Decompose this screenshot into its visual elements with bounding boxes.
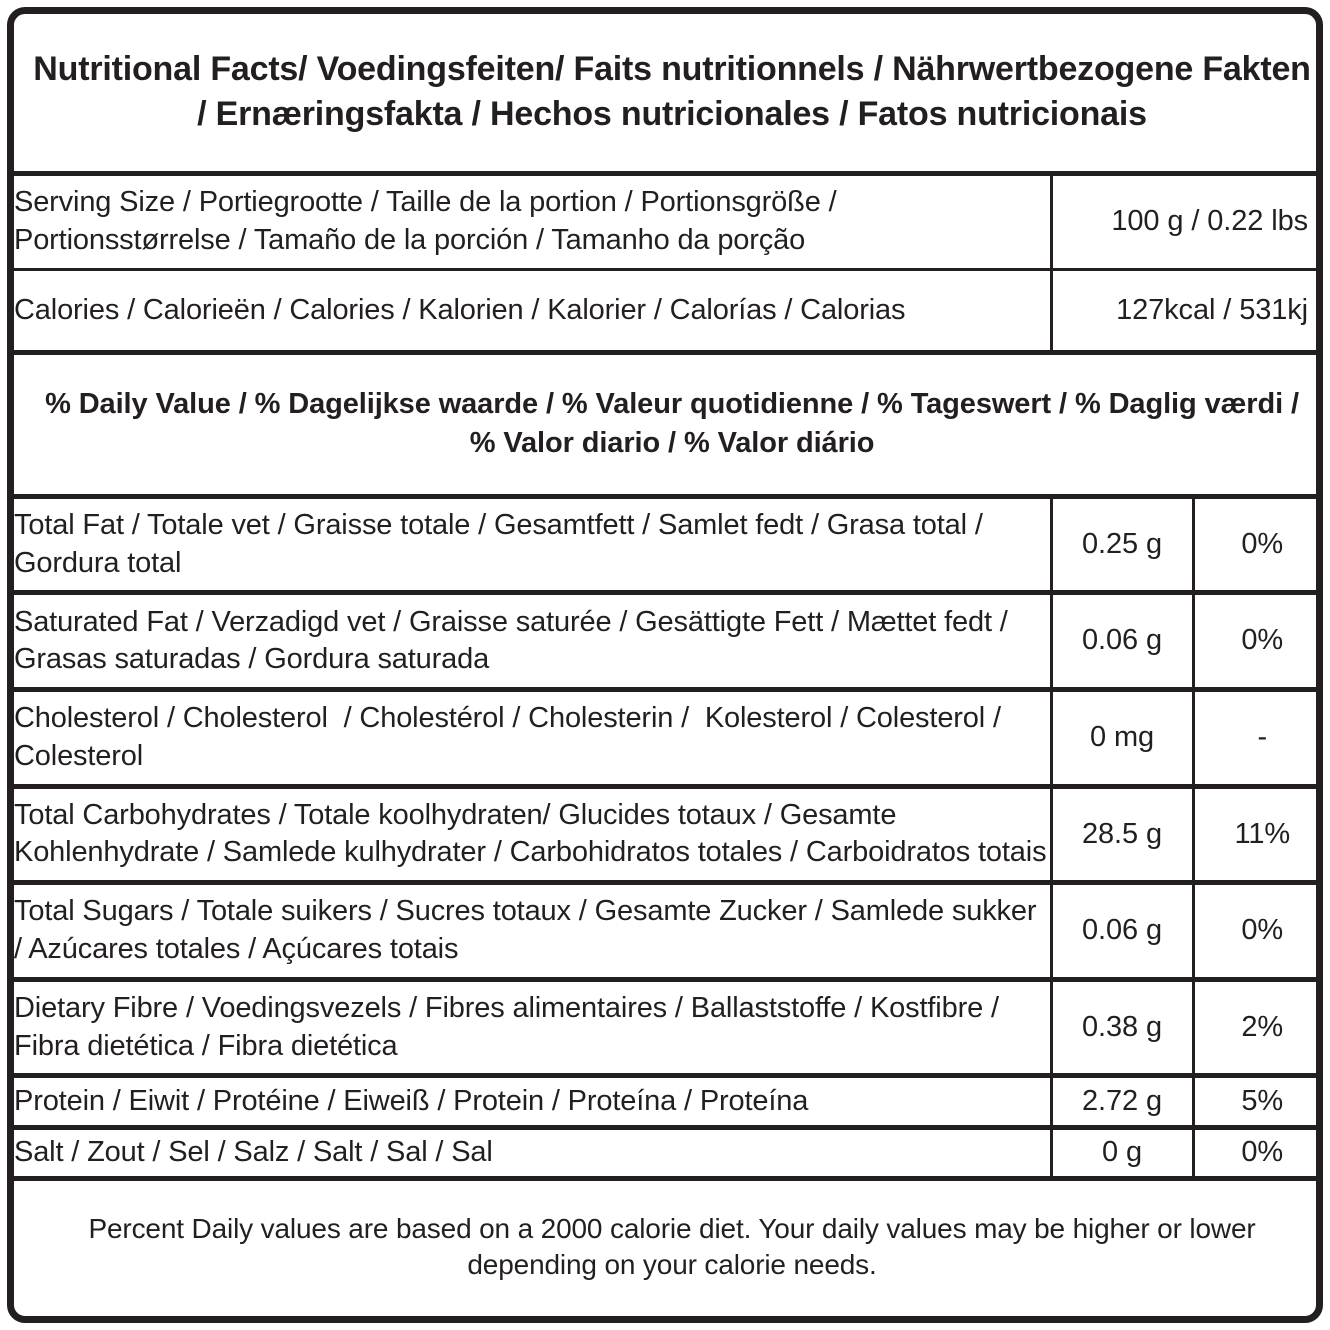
serving-size-label-cell: Serving Size / Portiegrootte / Taille de… — [14, 173, 1051, 271]
nutrient-daily-value: 5% — [1241, 1084, 1284, 1117]
nutrient-name-cell: Dietary Fibre / Voedingsvezels / Fibres … — [14, 979, 1051, 1079]
serving-size-value: 100 g / 0.22 lbs — [1111, 205, 1309, 237]
nutrient-amount: 0.25 g — [1081, 527, 1163, 560]
title-cell: Nutritional Facts/ Voedingsfeiten/ Faits… — [14, 14, 1316, 177]
nutrient-amount-cell: 0 mg — [1049, 689, 1193, 789]
nutrition-facts-table: Nutritional Facts/ Voedingsfeiten/ Faits… — [14, 14, 1316, 1316]
nutrient-amount-cell: 28.5 g — [1049, 786, 1193, 886]
nutrient-amount-cell: 2.72 g — [1049, 1075, 1193, 1130]
footnote-text: Percent Daily values are based on a 2000… — [88, 1212, 1256, 1281]
table-row: Total Carbohydrates / Totale koolhydrate… — [14, 786, 1316, 886]
table-row: Cholesterol / Cholesterol / Cholestérol … — [14, 689, 1316, 789]
label-title: Nutritional Facts/ Voedingsfeiten/ Faits… — [33, 50, 1311, 133]
nutrient-daily-value: 0% — [1241, 527, 1284, 560]
nutrient-amount: 2.72 g — [1081, 1084, 1163, 1117]
nutrient-name-cell: Total Carbohydrates / Totale koolhydrate… — [14, 786, 1051, 886]
nutrient-name: Total Fat / Totale vet / Graisse totale … — [14, 508, 991, 579]
daily-value-header-cell: % Daily Value / % Dagelijkse waarde / % … — [14, 352, 1316, 499]
nutrient-daily-value: 2% — [1241, 1010, 1284, 1043]
nutrient-name: Dietary Fibre / Voedingsvezels / Fibres … — [14, 991, 1007, 1062]
nutrient-daily-value-cell: 0% — [1191, 882, 1316, 982]
nutrient-amount: 0 g — [1101, 1135, 1142, 1168]
nutrient-amount-cell: 0.25 g — [1049, 496, 1193, 596]
nutrient-name: Salt / Zout / Sel / Salz / Salt / Sal / … — [14, 1135, 493, 1168]
nutrient-name-cell: Total Fat / Totale vet / Graisse totale … — [14, 496, 1051, 596]
table-row: Total Fat / Totale vet / Graisse totale … — [14, 496, 1316, 596]
nutrient-name: Protein / Eiwit / Protéine / Eiweiß / Pr… — [14, 1084, 809, 1117]
nutrient-name: Saturated Fat / Verzadigd vet / Graisse … — [14, 605, 1016, 676]
nutrient-name: Cholesterol / Cholesterol / Cholestérol … — [14, 702, 1009, 772]
nutrient-amount-cell: 0.06 g — [1049, 592, 1193, 693]
calories-label-cell: Calories / Calorieën / Calories / Kalori… — [14, 269, 1051, 356]
nutrient-name-cell: Protein / Eiwit / Protéine / Eiweiß / Pr… — [14, 1075, 1051, 1130]
table-row: Saturated Fat / Verzadigd vet / Graisse … — [14, 592, 1316, 693]
daily-value-header-row: % Daily Value / % Dagelijkse waarde / % … — [14, 352, 1316, 499]
nutrient-daily-value-cell: 5% — [1191, 1075, 1316, 1130]
nutrient-daily-value-cell: 0% — [1191, 496, 1316, 596]
serving-size-row: Serving Size / Portiegrootte / Taille de… — [14, 173, 1316, 271]
table-row: Salt / Zout / Sel / Salz / Salt / Sal / … — [14, 1127, 1316, 1181]
nutrient-amount: 0.06 g — [1081, 624, 1163, 657]
nutrient-daily-value-cell: 0% — [1191, 592, 1316, 693]
nutrient-name-cell: Salt / Zout / Sel / Salz / Salt / Sal / … — [14, 1127, 1051, 1181]
calories-label: Calories / Calorieën / Calories / Kalori… — [14, 293, 906, 326]
calories-value-cell: 127kcal / 531kj — [1049, 269, 1316, 356]
nutrient-amount-cell: 0.38 g — [1049, 979, 1193, 1079]
table-row: Total Sugars / Totale suikers / Sucres t… — [14, 882, 1316, 982]
nutrient-name: Total Sugars / Totale suikers / Sucres t… — [14, 895, 1045, 965]
nutrient-name-cell: Saturated Fat / Verzadigd vet / Graisse … — [14, 592, 1051, 693]
nutrient-daily-value-cell: - — [1191, 689, 1316, 789]
nutrient-amount-cell: 0.06 g — [1049, 882, 1193, 982]
nutrient-daily-value-cell: 11% — [1191, 786, 1316, 886]
nutrient-name-cell: Total Sugars / Totale suikers / Sucres t… — [14, 882, 1051, 982]
nutrient-daily-value: 0% — [1241, 914, 1284, 947]
nutrient-amount: 0.38 g — [1081, 1010, 1163, 1043]
nutrient-daily-value-cell: 0% — [1191, 1127, 1316, 1181]
nutrient-amount: 0 mg — [1089, 720, 1155, 753]
calories-row: Calories / Calorieën / Calories / Kalori… — [14, 269, 1316, 356]
nutrition-label-frame: Nutritional Facts/ Voedingsfeiten/ Faits… — [7, 7, 1323, 1323]
serving-size-label: Serving Size / Portiegrootte / Taille de… — [14, 186, 837, 256]
footnote-cell: Percent Daily values are based on a 2000… — [14, 1178, 1316, 1316]
table-row: Dietary Fibre / Voedingsvezels / Fibres … — [14, 979, 1316, 1079]
nutrient-daily-value-cell: 2% — [1191, 979, 1316, 1079]
nutrient-daily-value: - — [1257, 720, 1268, 753]
nutrient-amount-cell: 0 g — [1049, 1127, 1193, 1181]
nutrient-daily-value: 11% — [1234, 817, 1291, 850]
nutrition-facts-body: Nutritional Facts/ Voedingsfeiten/ Faits… — [14, 14, 1316, 1316]
nutrient-amount: 0.06 g — [1081, 914, 1163, 947]
calories-value: 127kcal / 531kj — [1116, 293, 1309, 326]
nutrient-amount: 28.5 g — [1081, 817, 1163, 850]
title-row: Nutritional Facts/ Voedingsfeiten/ Faits… — [14, 14, 1316, 177]
nutrient-name: Total Carbohydrates / Totale koolhydrate… — [14, 798, 1047, 869]
nutrient-daily-value: 0% — [1241, 624, 1284, 657]
daily-value-header: % Daily Value / % Dagelijkse waarde / % … — [45, 388, 1299, 459]
nutrient-daily-value: 0% — [1241, 1135, 1284, 1168]
footnote-row: Percent Daily values are based on a 2000… — [14, 1178, 1316, 1316]
serving-size-value-cell: 100 g / 0.22 lbs — [1049, 173, 1316, 271]
table-row: Protein / Eiwit / Protéine / Eiweiß / Pr… — [14, 1075, 1316, 1130]
nutrient-name-cell: Cholesterol / Cholesterol / Cholestérol … — [14, 689, 1051, 789]
